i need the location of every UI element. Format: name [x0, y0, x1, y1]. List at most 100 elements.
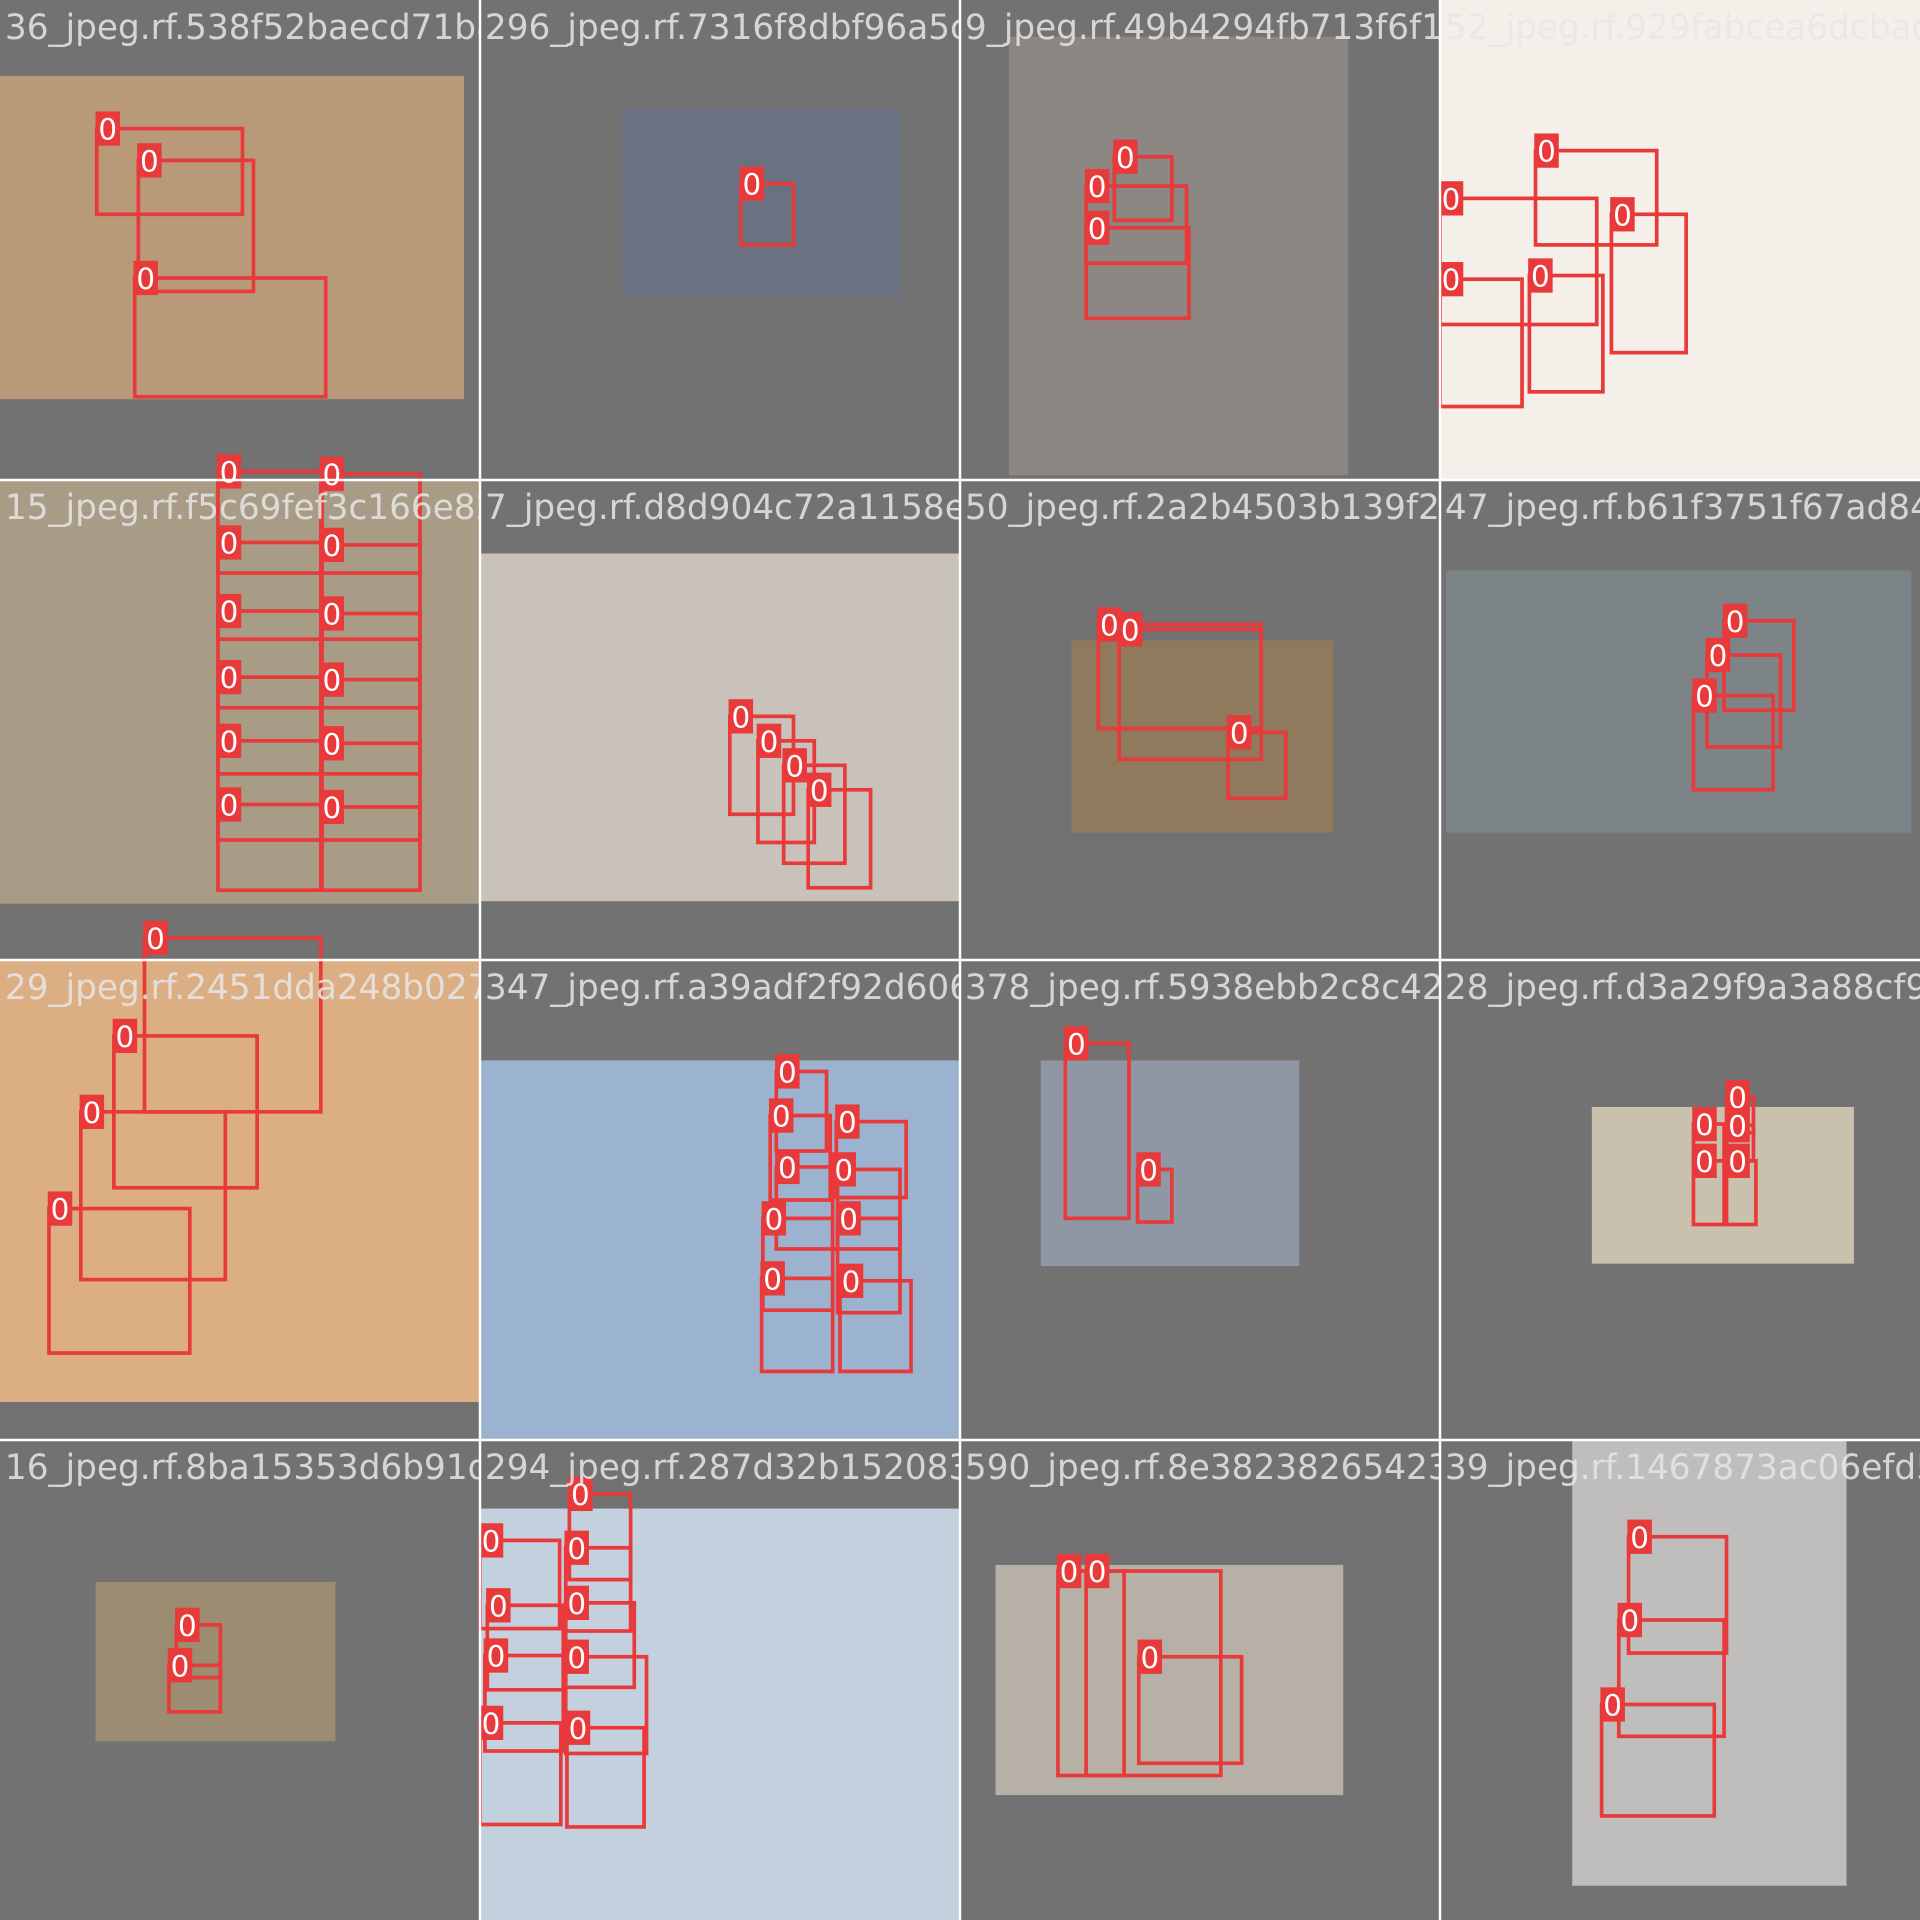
label-background: [775, 1149, 800, 1185]
class-label: 0: [51, 1193, 70, 1227]
bounding-box: [136, 158, 256, 294]
label-background: [478, 1705, 504, 1740]
class-label: 0: [178, 1609, 197, 1643]
filename: 590_jpeg.rf.8e38238265423e8: [965, 1448, 1493, 1488]
label-background: [564, 1585, 589, 1620]
label-background: [728, 699, 754, 734]
bounding-box: [1117, 627, 1264, 762]
photo: [1440, 0, 1920, 480]
filename: 16_jpeg.rf.8ba15353d6b91d2: [5, 1448, 511, 1488]
bounding-box: [78, 1110, 228, 1282]
class-label: 0: [98, 113, 117, 147]
bounding-box: [1527, 273, 1605, 394]
tile: 0 0 0 0 29_jpeg.rf.2451dda248b027a: [0, 920, 480, 1440]
photo: [95, 1582, 336, 1742]
bounding-box: [318, 611, 422, 710]
class-label: 0: [839, 1202, 858, 1236]
class-label: 0: [220, 455, 239, 489]
bounding-box: [94, 126, 245, 217]
filename: 15_jpeg.rf.f5c69fef3c166e82: [5, 488, 498, 528]
label-background: [137, 143, 162, 178]
class-label: 0: [567, 1587, 586, 1621]
class-label: 0: [1531, 260, 1550, 294]
bounding-box: [738, 181, 796, 247]
label-background: [1113, 139, 1138, 174]
filename: 52_jpeg.rf.929fabcea6dcbadb5: [1445, 8, 1920, 48]
bounding-box: [47, 1206, 192, 1355]
class-label: 0: [1442, 182, 1461, 216]
class-label: 0: [567, 1532, 586, 1566]
class-label: 0: [140, 144, 159, 178]
filename: 347_jpeg.rf.a39adf2f92d6065d9: [485, 968, 1036, 1008]
class-label: 0: [220, 526, 239, 560]
photo: [1071, 640, 1334, 833]
class-label: 0: [322, 791, 341, 825]
class-label: 0: [785, 749, 804, 783]
photo: [1572, 1440, 1847, 1886]
bounding-box: [1691, 693, 1775, 792]
label-background: [319, 789, 345, 825]
bounding-box: [781, 763, 847, 866]
label-background: [1617, 1602, 1643, 1638]
class-label: 0: [1088, 1555, 1107, 1589]
class-label: 0: [487, 1640, 506, 1674]
photo: [480, 1508, 960, 1920]
label-background: [1692, 1143, 1717, 1178]
class-label: 0: [1537, 135, 1556, 169]
photo: [995, 1564, 1344, 1796]
filename: 294_jpeg.rf.287d32b152083f5: [485, 1448, 1004, 1488]
label-background: [1627, 1519, 1652, 1554]
bounding-box: [1063, 1041, 1131, 1221]
label-background: [760, 1261, 785, 1296]
class-label: 0: [1230, 716, 1249, 750]
class-label: 0: [1121, 613, 1140, 647]
tile: 0 0 0 39_jpeg.rf.1467873ac06efd5a: [1440, 1440, 1920, 1920]
class-label: 0: [571, 1478, 590, 1512]
bounding-box: [142, 936, 323, 1114]
class-label: 0: [1100, 609, 1119, 643]
filename: 50_jpeg.rf.2a2b4503b139f260c: [965, 488, 1502, 528]
label-background: [1705, 637, 1731, 673]
filename: 39_jpeg.rf.1467873ac06efd5a: [1445, 1448, 1920, 1488]
label-background: [1117, 612, 1143, 647]
label-background: [1084, 1553, 1110, 1589]
label-background: [95, 111, 120, 146]
label-background: [478, 1523, 504, 1558]
label-background: [831, 1152, 856, 1187]
label-background: [216, 593, 242, 629]
bounding-box: [1626, 1534, 1729, 1655]
label-background: [216, 787, 242, 822]
class-label: 0: [778, 1151, 797, 1185]
bounding-box: [835, 1216, 902, 1315]
bounding-box: [768, 1113, 833, 1202]
label-background: [79, 1094, 105, 1129]
class-label: 0: [482, 1524, 501, 1558]
bounding-box: [1599, 1702, 1717, 1818]
tile: 0 0 16_jpeg.rf.8ba15353d6b91d2: [0, 1440, 511, 1920]
label-background: [1137, 1639, 1163, 1674]
label-background: [836, 1201, 861, 1236]
class-label: 0: [220, 789, 239, 823]
label-background: [1438, 181, 1464, 216]
bounding-box: [806, 787, 873, 890]
class-label: 0: [1139, 1153, 1158, 1187]
filename: 28_jpeg.rf.d3a29f9a3a88cf99: [1445, 968, 1920, 1008]
label-background: [1226, 715, 1252, 750]
photo: [1008, 36, 1349, 476]
class-label: 0: [1603, 1689, 1622, 1723]
bounding-box: [838, 1278, 913, 1374]
class-label: 0: [482, 1707, 501, 1741]
class-label: 0: [220, 595, 239, 629]
class-label: 0: [82, 1096, 101, 1130]
class-label: 0: [489, 1589, 508, 1623]
label-background: [1064, 1026, 1089, 1061]
class-label: 0: [1088, 170, 1107, 204]
class-label: 0: [1728, 1109, 1747, 1143]
class-label: 0: [810, 774, 829, 808]
class-label: 0: [731, 700, 750, 734]
class-label: 0: [1088, 212, 1107, 246]
bounding-box: [1084, 225, 1191, 321]
bounding-box: [318, 543, 422, 642]
